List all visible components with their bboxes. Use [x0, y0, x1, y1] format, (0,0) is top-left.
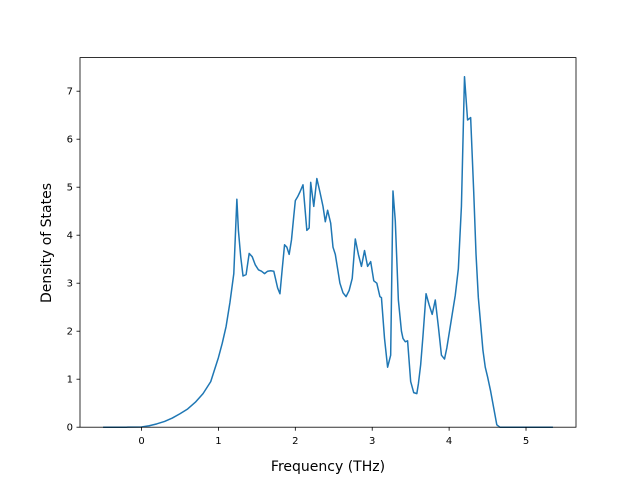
y-tick-label: 1 [67, 375, 73, 386]
x-tick-label: 2 [292, 436, 298, 447]
x-axis-label: Frequency (THz) [271, 459, 385, 475]
y-tick-label: 6 [67, 135, 73, 146]
y-tick-label: 2 [67, 327, 73, 338]
y-tick-label: 7 [67, 87, 73, 98]
x-tick-label: 1 [215, 436, 221, 447]
x-tick-label: 4 [446, 436, 452, 447]
y-tick-label: 5 [67, 183, 73, 194]
plot-frame [79, 57, 577, 428]
y-tick-label: 3 [67, 279, 73, 290]
y-tick-label: 0 [67, 423, 73, 434]
x-tick-label: 5 [523, 436, 529, 447]
plot-area [103, 76, 553, 428]
series-line-0 [103, 76, 553, 428]
x-tick-label: 0 [138, 436, 144, 447]
x-tick-label: 3 [369, 436, 375, 447]
y-axis-ticks: 0 1 2 3 4 5 6 7 [67, 87, 80, 434]
y-tick-label: 4 [67, 231, 73, 242]
x-axis-ticks: 0 1 2 3 4 5 [138, 427, 529, 447]
y-axis-label: Density of States [39, 183, 55, 303]
